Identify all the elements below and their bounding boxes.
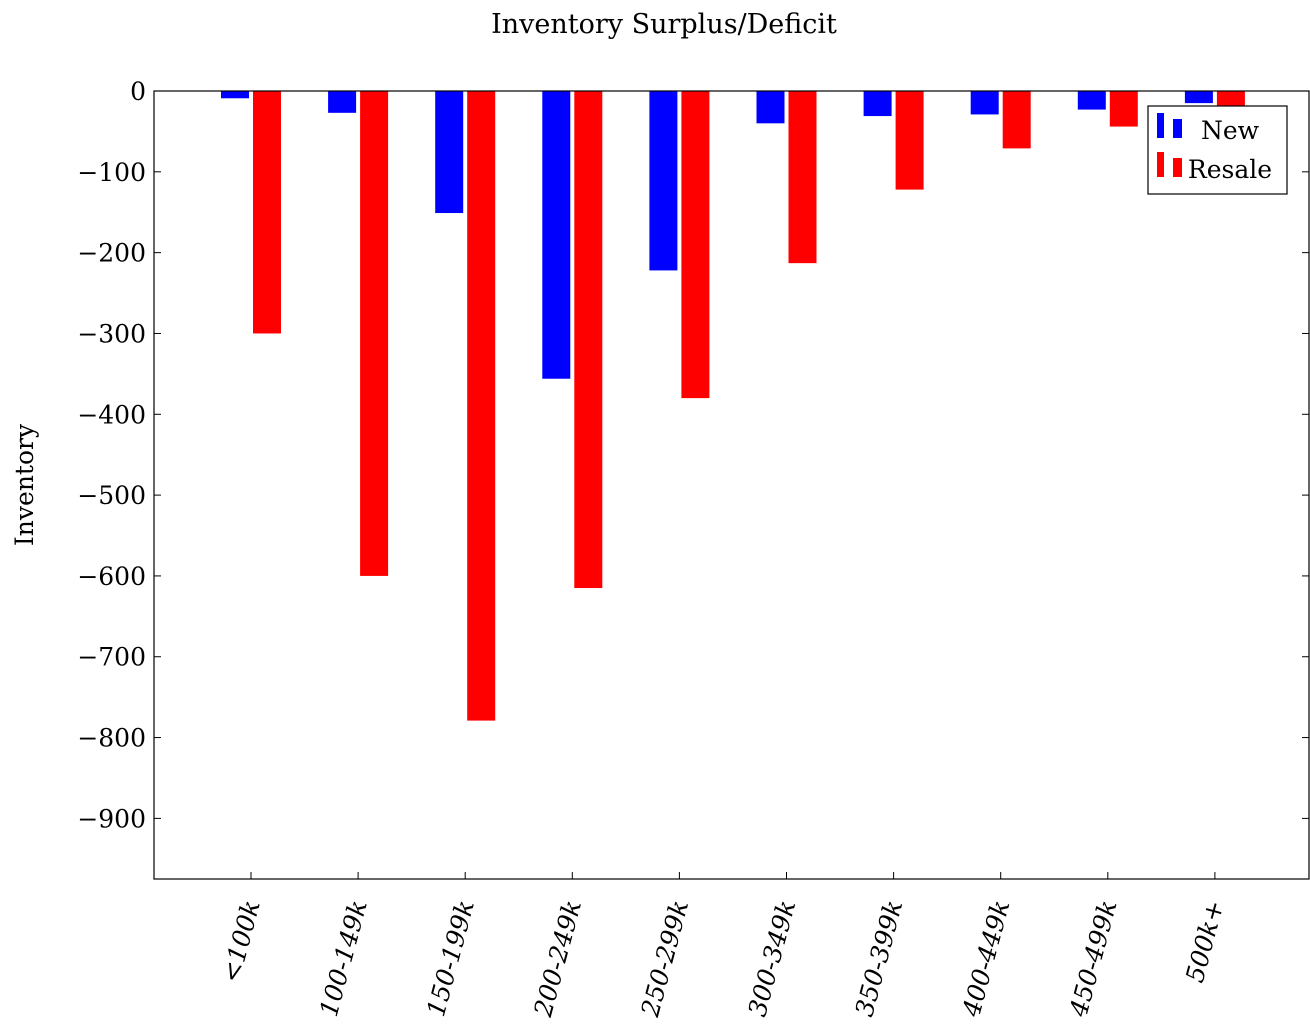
legend-swatch-resale-a xyxy=(1157,152,1164,177)
bar-new-1 xyxy=(328,91,357,113)
x-tick-label: 400-449k xyxy=(956,897,1015,1020)
x-tick-label: 250-299k xyxy=(635,897,694,1020)
legend-label-new: New xyxy=(1201,116,1260,145)
y-tick-label: −100 xyxy=(77,158,146,187)
bar-resale-6 xyxy=(895,91,924,190)
y-axis-ticks: 0 −100 −200 −300 −400 −500 −600 −700 −800 −900 xyxy=(77,77,1309,833)
bar-resale-1 xyxy=(360,91,389,576)
bar-resale-4 xyxy=(681,91,710,399)
x-tick-label: 450-499k xyxy=(1064,897,1123,1020)
bar-resale-2 xyxy=(467,91,496,721)
legend-label-resale: Resale xyxy=(1188,155,1272,184)
bar-new-8 xyxy=(1077,91,1106,110)
legend-swatch-resale-b xyxy=(1173,158,1182,177)
y-tick-label: −700 xyxy=(77,643,146,672)
bar-new-6 xyxy=(863,91,892,117)
bar-resale-9 xyxy=(1216,91,1245,108)
bar-resale-7 xyxy=(1002,91,1031,149)
chart-title: Inventory Surplus/Deficit xyxy=(491,9,837,40)
y-tick-label: −500 xyxy=(77,481,146,510)
y-tick-label: −900 xyxy=(77,804,146,833)
legend-swatch-new-a xyxy=(1157,113,1164,138)
x-axis-ticks: <100k 100-149k 150-199k 200-249k 250-299k 300… xyxy=(216,872,1230,1020)
x-tick-label: 350-399k xyxy=(850,897,909,1019)
bar-new-9 xyxy=(1184,91,1213,104)
bar-new-5 xyxy=(756,91,785,124)
legend: New Resale xyxy=(1147,105,1288,195)
x-tick-label: 500k+ xyxy=(1180,897,1230,985)
x-tick-label: 100-149k xyxy=(314,897,373,1019)
bar-resale-0 xyxy=(253,91,281,334)
x-tick-label: 300-349k xyxy=(742,897,801,1019)
bar-new-2 xyxy=(435,91,464,214)
bar-new-3 xyxy=(542,91,571,379)
y-tick-label: −300 xyxy=(77,319,146,348)
bar-new-4 xyxy=(649,91,678,271)
bar-new-0 xyxy=(221,91,249,99)
bar-resale-3 xyxy=(574,91,603,589)
y-tick-label: −200 xyxy=(77,239,146,268)
bar-new-7 xyxy=(970,91,999,115)
x-tick-label: 150-199k xyxy=(421,897,480,1019)
y-tick-label: −800 xyxy=(77,724,146,753)
y-tick-label: 0 xyxy=(130,77,146,106)
y-tick-label: −600 xyxy=(77,562,146,591)
bar-resale-8 xyxy=(1109,91,1138,127)
bars xyxy=(221,91,1245,721)
bar-resale-5 xyxy=(788,91,817,264)
legend-swatch-new-b xyxy=(1173,119,1182,138)
y-axis-label: Inventory xyxy=(10,423,39,546)
legend-box xyxy=(1147,105,1288,195)
x-tick-label: 200-249k xyxy=(528,897,587,1020)
plot-frame xyxy=(153,90,1310,880)
y-tick-label: −400 xyxy=(77,400,146,429)
x-tick-label: <100k xyxy=(216,897,266,985)
